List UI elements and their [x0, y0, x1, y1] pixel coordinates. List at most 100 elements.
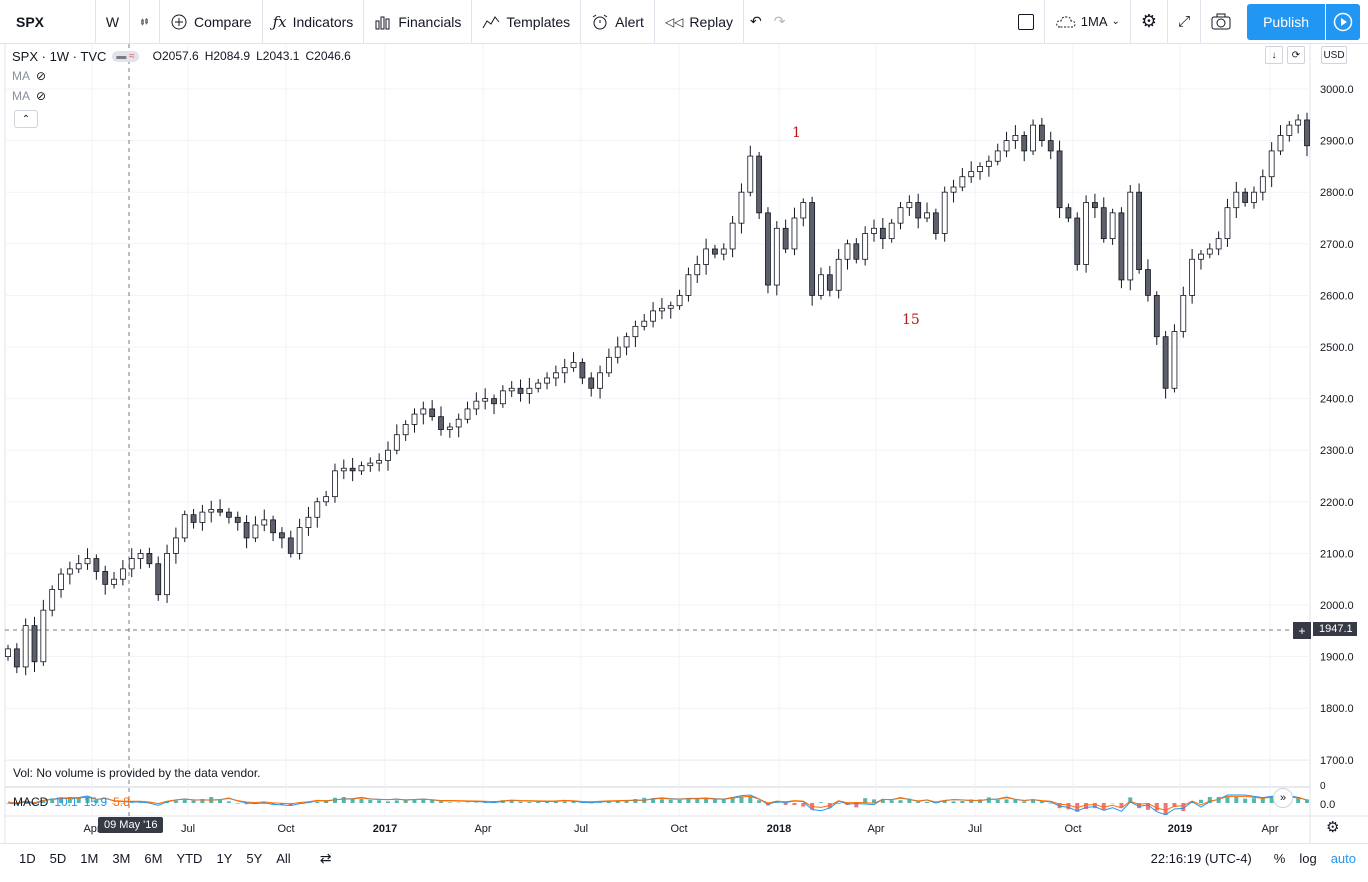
macd-histogram-bar [1243, 798, 1248, 803]
candle-body [605, 356, 612, 374]
range-button-3m[interactable]: 3M [112, 851, 131, 866]
macd-histogram-bar [191, 800, 196, 803]
financials-button[interactable]: Financials [364, 0, 473, 44]
candle [296, 518, 303, 560]
candle-body [897, 207, 904, 224]
candle-body [1259, 176, 1266, 193]
play-button[interactable] [1326, 3, 1360, 40]
range-button-ytd[interactable]: YTD [176, 851, 203, 866]
snapshot-button[interactable] [1201, 0, 1241, 44]
candle-body [871, 227, 877, 234]
range-button-6m[interactable]: 6M [144, 851, 163, 866]
macd-histogram-bar [368, 800, 373, 803]
chart-type-button[interactable] [130, 0, 160, 44]
range-button-1y[interactable]: 1Y [216, 851, 233, 866]
wave-label-1[interactable]: 1 [792, 125, 801, 141]
interval-selector[interactable]: W [96, 0, 130, 44]
price-tick-label: 1700.0 [1320, 755, 1354, 767]
scroll-right-icon[interactable]: » [1273, 788, 1293, 808]
candle [420, 401, 427, 425]
ma-indicator-label[interactable]: MA [12, 89, 30, 103]
candle [499, 385, 506, 408]
candle-body [1189, 258, 1196, 296]
candle-body [22, 625, 29, 668]
macd-histogram-bar [23, 801, 28, 803]
price-chart[interactable]: 3000.0 2900.0 2800.0 2700.0 2600.0 2500.0 2400… [0, 44, 1368, 843]
currency-badge[interactable]: USD [1321, 46, 1347, 64]
price-tick-label: 2900.0 [1320, 136, 1354, 148]
candle [1127, 184, 1134, 291]
range-button-5y[interactable]: 5Y [246, 851, 263, 866]
expand-icon: ⤢ [1178, 13, 1191, 30]
undo-button[interactable]: ↶ [744, 0, 768, 44]
range-button-all[interactable]: All [276, 851, 291, 866]
series-title[interactable]: SPX · 1W · TVC [12, 48, 107, 64]
candle [393, 424, 400, 455]
compare-button[interactable]: Compare [160, 0, 263, 44]
eye-hidden-icon[interactable]: ⊘ [36, 69, 47, 83]
candle-body [747, 155, 754, 193]
candle-body [128, 558, 135, 570]
settings-button[interactable]: ⚙ [1131, 0, 1169, 44]
low-value: L2043.1 [256, 49, 300, 63]
time-tick-label: 2017 [373, 823, 397, 835]
candle-body [252, 524, 259, 539]
candle [323, 490, 330, 506]
candle [1109, 208, 1116, 245]
date-range-icon[interactable]: ⇄ [319, 850, 332, 866]
candle [172, 527, 179, 564]
clock-label[interactable]: 22:16:19 (UTC-4) [1150, 851, 1252, 866]
macd-histogram-bar [571, 800, 576, 803]
function-icon: ƒx [272, 12, 287, 31]
macd-name[interactable]: MACD [13, 795, 49, 809]
collapse-legend-button[interactable]: ⌃ [14, 110, 38, 128]
fullscreen-button[interactable]: ⤢ [1168, 0, 1202, 44]
candle [614, 336, 621, 364]
indicators-button[interactable]: ƒx Indicators [263, 0, 365, 44]
macd-histogram-bar [1092, 803, 1097, 809]
candle-body [1215, 238, 1222, 250]
macd-histogram-bar [412, 799, 417, 803]
macd-histogram-bar [792, 803, 797, 805]
candle [1047, 131, 1054, 160]
interval-label: W [105, 13, 120, 30]
macd-histogram-bar [712, 798, 717, 803]
macd-histogram-bar [41, 800, 46, 803]
log-toggle[interactable]: log [1299, 851, 1317, 866]
symbol-search[interactable]: SPX [0, 0, 96, 44]
price-tick-label: 2000.0 [1320, 600, 1354, 612]
candle [1100, 197, 1107, 243]
macd-histogram-bar [995, 799, 1000, 803]
fullscreen-toggle-button[interactable] [1008, 0, 1045, 44]
range-button-5d[interactable]: 5D [49, 851, 67, 866]
candle [261, 509, 268, 532]
templates-button[interactable]: Templates [472, 0, 582, 44]
candle [703, 238, 710, 275]
ma-indicator-label[interactable]: MA [12, 69, 30, 83]
macd-histogram-bar [624, 801, 629, 803]
wave-label-15[interactable]: 15 [902, 312, 920, 328]
price-tick-label: 2200.0 [1320, 497, 1354, 509]
eye-hidden-icon[interactable]: ⊘ [36, 89, 47, 103]
auto-toggle[interactable]: auto [1330, 851, 1356, 866]
percent-toggle[interactable]: % [1273, 851, 1286, 866]
candle-body [75, 563, 82, 570]
candle [243, 515, 250, 549]
macd-histogram-bar [659, 799, 664, 803]
alert-button[interactable]: Alert [581, 0, 655, 44]
crosshair-add-button[interactable]: + [1293, 622, 1311, 639]
layout-button[interactable]: 1MA ⌄ [1045, 0, 1131, 44]
series-menu-icon[interactable]: ▬ ≈ [112, 50, 139, 62]
publish-button[interactable]: Publish [1247, 3, 1325, 40]
candle [1074, 212, 1081, 271]
scroll-down-button[interactable]: ↓ [1265, 46, 1283, 64]
replay-button[interactable]: ◁◁ Replay [655, 0, 745, 44]
reset-scale-button[interactable]: ⟳ [1287, 46, 1305, 64]
candle [959, 167, 966, 192]
axis-settings-icon[interactable]: ⚙ [1326, 819, 1340, 836]
redo-button[interactable]: ↷ [768, 0, 792, 44]
macd-histogram-bar [739, 797, 744, 803]
range-button-1m[interactable]: 1M [80, 851, 99, 866]
range-button-1d[interactable]: 1D [19, 851, 36, 866]
candle-body [1145, 269, 1151, 296]
